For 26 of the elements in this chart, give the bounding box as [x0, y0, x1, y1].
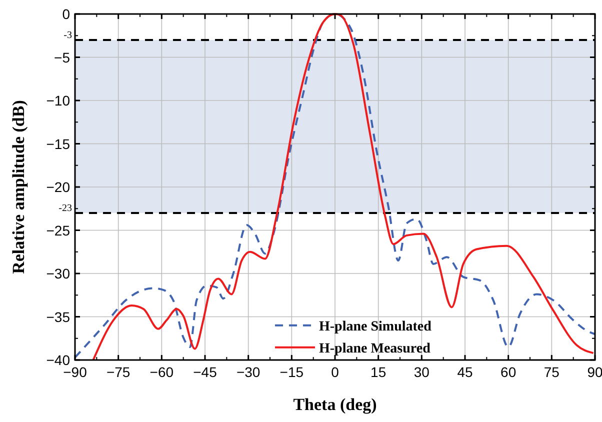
y-tick-label: −25 — [46, 222, 70, 238]
y-tick-label: −30 — [46, 266, 70, 282]
x-tick-label: −45 — [193, 364, 218, 380]
legend-label: H-plane Simulated — [319, 319, 432, 334]
x-tick-label: 0 — [331, 364, 340, 380]
x-tick-label: −75 — [106, 364, 130, 380]
y-tick-label: −10 — [46, 92, 70, 108]
y-axis-title: Relative amplitude (dB) — [9, 100, 28, 274]
y-tick-label: −5 — [54, 49, 70, 66]
y-tick-label: −20 — [46, 179, 70, 195]
x-tick-label: 30 — [414, 364, 430, 380]
x-tick-label: 15 — [370, 364, 386, 380]
x-tick-label: 45 — [457, 364, 473, 380]
legend-label: H-plane Measured — [319, 341, 431, 356]
y-tick-label: −15 — [46, 136, 70, 152]
ref-line-label: -23 — [58, 202, 72, 214]
y-tick-label: −35 — [46, 308, 70, 325]
ref-line-label: -3 — [64, 30, 72, 41]
x-tick-label: −30 — [236, 364, 260, 380]
x-tick-label: −60 — [150, 364, 174, 380]
x-tick-label: −15 — [280, 364, 304, 380]
x-tick-label: 90 — [587, 364, 602, 380]
x-tick-label: 60 — [500, 364, 516, 380]
y-tick-label: 0 — [62, 6, 70, 22]
x-axis-title: Theta (deg) — [293, 395, 377, 414]
x-tick-label: 75 — [544, 364, 560, 380]
